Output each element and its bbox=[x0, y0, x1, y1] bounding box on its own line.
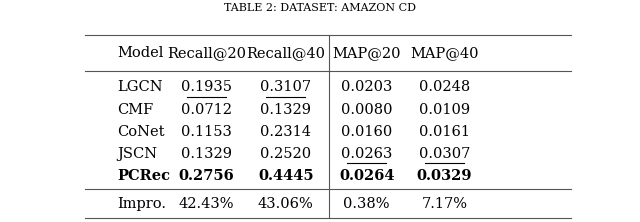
Text: 0.0080: 0.0080 bbox=[341, 103, 392, 117]
Text: 42.43%: 42.43% bbox=[179, 196, 234, 210]
Text: 0.0203: 0.0203 bbox=[341, 80, 392, 94]
Text: 43.06%: 43.06% bbox=[258, 196, 314, 210]
Text: Impro.: Impro. bbox=[117, 196, 166, 210]
Text: 0.2314: 0.2314 bbox=[260, 125, 311, 139]
Text: 0.3107: 0.3107 bbox=[260, 80, 312, 94]
Text: 0.0161: 0.0161 bbox=[419, 125, 470, 139]
Text: JSCN: JSCN bbox=[117, 147, 157, 161]
Text: 0.0329: 0.0329 bbox=[417, 169, 472, 183]
Text: 0.0264: 0.0264 bbox=[339, 169, 394, 183]
Text: 0.1329: 0.1329 bbox=[260, 103, 311, 117]
Text: PCRec: PCRec bbox=[117, 169, 170, 183]
Text: 0.4445: 0.4445 bbox=[258, 169, 314, 183]
Text: 0.0109: 0.0109 bbox=[419, 103, 470, 117]
Text: Model: Model bbox=[117, 46, 164, 60]
Text: CoNet: CoNet bbox=[117, 125, 164, 139]
Text: 0.38%: 0.38% bbox=[344, 196, 390, 210]
Text: 0.0248: 0.0248 bbox=[419, 80, 470, 94]
Text: 0.0160: 0.0160 bbox=[341, 125, 392, 139]
Text: CMF: CMF bbox=[117, 103, 154, 117]
Text: 0.0307: 0.0307 bbox=[419, 147, 470, 161]
Text: LGCN: LGCN bbox=[117, 80, 163, 94]
Text: Recall@40: Recall@40 bbox=[246, 46, 325, 60]
Text: 0.2756: 0.2756 bbox=[179, 169, 234, 183]
Text: TABLE 2: DATASET: AMAZON CD: TABLE 2: DATASET: AMAZON CD bbox=[224, 3, 416, 13]
Text: 0.1153: 0.1153 bbox=[181, 125, 232, 139]
Text: Recall@20: Recall@20 bbox=[167, 46, 246, 60]
Text: 7.17%: 7.17% bbox=[422, 196, 468, 210]
Text: MAP@40: MAP@40 bbox=[410, 46, 479, 60]
Text: MAP@20: MAP@20 bbox=[332, 46, 401, 60]
Text: 0.1329: 0.1329 bbox=[181, 147, 232, 161]
Text: 0.1935: 0.1935 bbox=[181, 80, 232, 94]
Text: 0.0263: 0.0263 bbox=[341, 147, 392, 161]
Text: 0.2520: 0.2520 bbox=[260, 147, 312, 161]
Text: 0.0712: 0.0712 bbox=[181, 103, 232, 117]
